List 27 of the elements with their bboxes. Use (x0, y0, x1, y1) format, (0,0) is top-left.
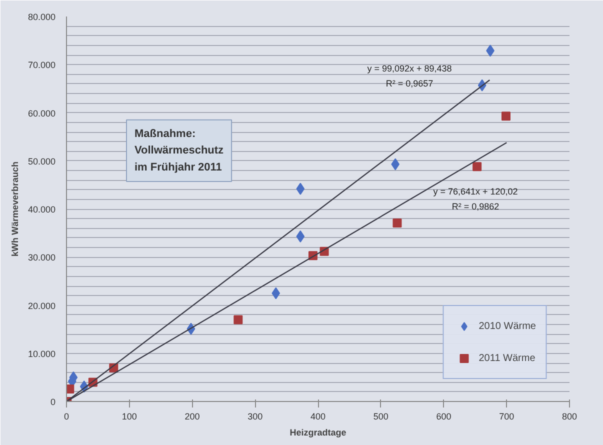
y-tick-label: 30.000 (28, 252, 56, 263)
annotation: y = 76,641x + 120,02 (433, 186, 518, 196)
x-tick-label: 600 (436, 412, 452, 422)
x-tick-label: 0 (64, 412, 70, 422)
y-tick-label: 60.000 (28, 108, 56, 118)
legend-label: 2010 Wärme (478, 320, 536, 332)
y-axis-title: kWh Wärmeverbrauch (10, 161, 20, 257)
x-tick-label: 700 (499, 412, 514, 422)
x-tick-label: 400 (310, 412, 326, 422)
x-tick-label: 500 (373, 412, 388, 422)
x-tick-label: 100 (122, 412, 137, 422)
annotation: R² = 0,9657 (386, 78, 434, 88)
y-tick-label: 20.000 (28, 300, 56, 311)
y-tick-label: 10.000 (28, 348, 56, 359)
annotation: y = 99,092x + 89,438 (367, 64, 452, 74)
x-tick-label: 200 (184, 412, 200, 422)
y-tick-label: 40.000 (28, 204, 56, 214)
x-axis-title: Heizgradtage (290, 428, 346, 438)
y-tick-label: 70.000 (28, 60, 56, 70)
y-tick-label: 50.000 (28, 156, 56, 166)
y-tick-label: 0 (50, 397, 56, 407)
legend-label: 2011 Wärme (478, 352, 536, 364)
y-tick-label: 80.000 (28, 12, 56, 22)
annotation: R² = 0,9862 (452, 202, 500, 212)
x-tick-label: 800 (562, 412, 578, 422)
annotation: Maßnahme: Vollwärmeschutz im Frühjahr 2011 (134, 128, 224, 174)
x-tick-label: 300 (248, 412, 263, 422)
